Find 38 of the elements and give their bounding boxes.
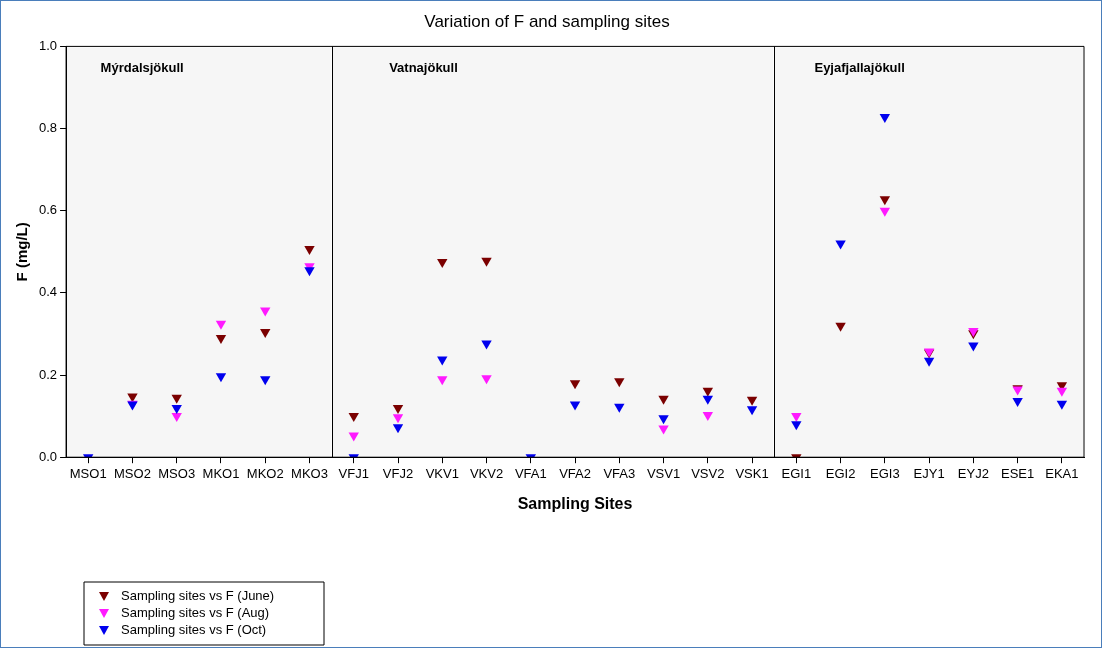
- x-tick-label: EKA1: [1045, 465, 1079, 481]
- legend-label: Sampling sites vs F (Oct): [121, 621, 267, 637]
- y-tick-label: 0.6: [38, 202, 58, 218]
- band-label: Mýrdalsjökull: [100, 59, 184, 75]
- x-tick-label: VFA1: [514, 465, 547, 481]
- x-tick-label: MKO1: [202, 465, 240, 481]
- x-tick-label: MSO2: [114, 465, 151, 481]
- x-tick-label: EGI2: [825, 465, 856, 481]
- band-label: Eyjafjallajökull: [814, 59, 905, 75]
- legend-label: Sampling sites vs F (Aug): [121, 604, 270, 620]
- x-tick-label: EGI3: [870, 465, 900, 481]
- x-tick-label: MKO3: [291, 465, 328, 481]
- y-axis-title: F (mg/L): [13, 222, 31, 282]
- y-tick-label: 0.2: [38, 366, 58, 382]
- y-tick-label: 0.4: [38, 284, 58, 300]
- y-tick-label: 0.0: [38, 448, 58, 464]
- legend-label: Sampling sites vs F (June): [121, 587, 275, 603]
- chart-title: Variation of F and sampling sites: [424, 11, 670, 31]
- x-tick-label: VFJ1: [338, 465, 369, 481]
- x-tick-label: VSV1: [646, 465, 681, 481]
- band-label: Vatnajökull: [389, 59, 458, 75]
- x-tick-label: VSK1: [735, 465, 769, 481]
- x-tick-label: VKV2: [469, 465, 504, 481]
- x-tick-label: VFJ2: [382, 465, 414, 481]
- x-tick-label: ESE1: [1000, 465, 1035, 481]
- x-tick-label: VFA2: [559, 465, 591, 481]
- x-axis-title: Sampling Sites: [517, 494, 633, 512]
- x-tick-label: EGI1: [781, 465, 812, 481]
- x-tick-label: EJY1: [913, 465, 945, 481]
- y-tick-label: 1.0: [38, 37, 58, 53]
- x-tick-label: EYJ2: [957, 465, 989, 481]
- x-tick-label: VSV2: [691, 465, 725, 481]
- x-tick-label: VFA3: [603, 465, 636, 481]
- x-tick-label: MKO2: [246, 465, 284, 481]
- x-tick-label: VKV1: [425, 465, 459, 481]
- x-tick-label: MSO1: [69, 465, 107, 481]
- x-tick-label: MSO3: [158, 465, 196, 481]
- y-tick-label: 0.8: [38, 120, 58, 136]
